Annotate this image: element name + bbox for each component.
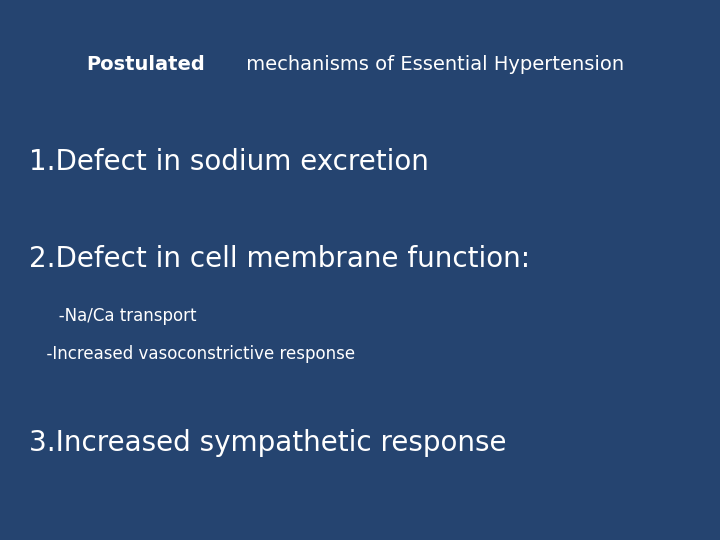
Text: 1.Defect in sodium excretion: 1.Defect in sodium excretion [29,148,428,176]
Text: mechanisms of Essential Hypertension: mechanisms of Essential Hypertension [240,55,624,75]
Text: Postulated: Postulated [86,55,205,75]
Text: 3.Increased sympathetic response: 3.Increased sympathetic response [29,429,506,457]
Text: -Increased vasoconstrictive response: -Increased vasoconstrictive response [36,345,355,363]
Text: 2.Defect in cell membrane function:: 2.Defect in cell membrane function: [29,245,530,273]
Text: -Na/Ca transport: -Na/Ca transport [43,307,197,325]
